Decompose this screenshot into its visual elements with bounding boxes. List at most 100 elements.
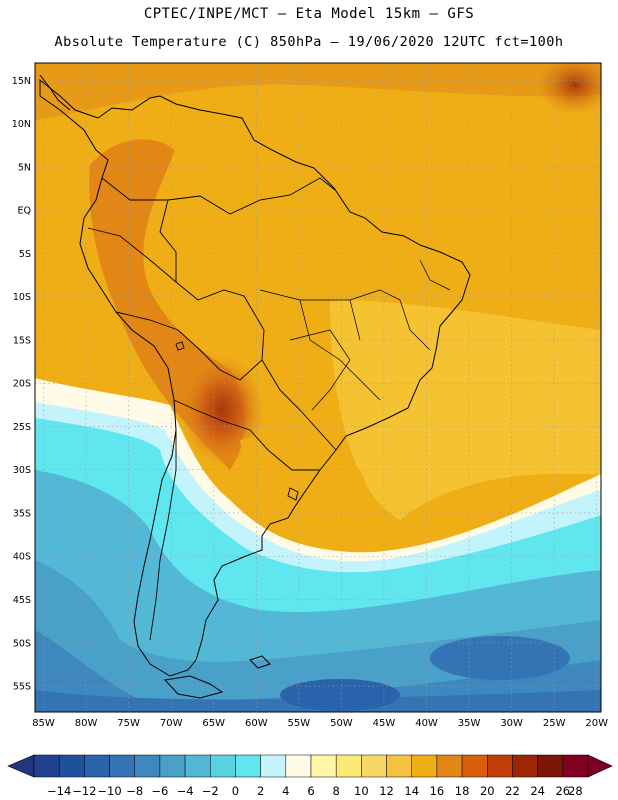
field-chaco-hotspot: [180, 355, 264, 465]
colorbar-swatch: [260, 754, 287, 778]
colorbar-tick-label: −12: [72, 784, 96, 798]
temperature-field: [35, 63, 601, 712]
colorbar-tick-label: 0: [232, 784, 239, 798]
colorbar-swatch: [386, 754, 412, 778]
colorbar-tick-label: 26: [555, 784, 570, 798]
field-north-band: [35, 63, 601, 120]
lake-titicaca: [175, 341, 185, 351]
longitude-label: 25W: [543, 718, 566, 729]
colorbar-swatch: [310, 754, 337, 778]
tierra-del-fuego: [163, 675, 224, 699]
colorbar-tick-label: 24: [530, 784, 545, 798]
field-ne-hotspot: [537, 63, 601, 115]
colorbar-tick-label: 8: [333, 784, 340, 798]
latitude-label: 30S: [13, 465, 31, 476]
latitude-label: 20S: [13, 379, 31, 390]
latitude-label: 25S: [13, 422, 31, 433]
colorbar-swatch: [335, 754, 362, 778]
latitude-label: 40S: [13, 552, 31, 563]
colorbar-tick-label: −8: [126, 784, 143, 798]
longitude-label: 80W: [75, 718, 98, 729]
colorbar-swatch: [411, 754, 438, 778]
latitude-label: 15S: [13, 335, 31, 346]
longitude-label: 85W: [32, 718, 55, 729]
longitude-label: 30W: [500, 718, 523, 729]
colorbar-tick-label: −4: [177, 784, 194, 798]
central-america: [39, 74, 71, 111]
colorbar-under-triangle: [7, 754, 35, 778]
longitude-label: 60W: [245, 718, 268, 729]
colorbar-tick-label: 6: [307, 784, 314, 798]
colorbar-swatch: [537, 754, 564, 778]
field-warm-tongue: [240, 436, 366, 540]
falklands: [249, 655, 271, 669]
longitude-label: 70W: [160, 718, 183, 729]
colorbar-tick-label: −10: [97, 784, 121, 798]
field-cold-core-2: [430, 636, 570, 680]
colorbar-tick-label: 22: [505, 784, 520, 798]
colorbar-swatch: [84, 754, 110, 778]
colorbar-swatch: [285, 754, 312, 778]
plot-frame: [34, 62, 602, 713]
colorbar-swatch: [436, 754, 463, 778]
country-borders: [87, 177, 451, 641]
latitude-label: 35S: [13, 508, 31, 519]
brazil-border: [159, 177, 337, 451]
colorbar-tick-label: 20: [480, 784, 495, 798]
latitude-label: EQ: [18, 206, 31, 217]
longitude-labels: 85W 80W 75W 70W 65W 60W 55W 50W 45W 40W 35W 30W 25W 2…: [32, 718, 608, 729]
field-band-minus6: [35, 630, 601, 712]
longitude-label: 40W: [415, 718, 438, 729]
southern-cone-borders: [149, 399, 320, 641]
colorbar-swatch: [562, 754, 589, 778]
colorbar-swatch: [184, 754, 211, 778]
colorbar-tick-label: 4: [282, 784, 289, 798]
colorbar-tick-label: 14: [404, 784, 419, 798]
colorbar-swatch: [512, 754, 538, 778]
colorbar-over-triangle: [587, 754, 613, 778]
colorbar: −14 −12 −10 −8 −6 −4 −2 0 2 4 6 8 10 12 14 16 18 20 22 24 26…: [7, 754, 613, 798]
colorbar-swatch: [235, 754, 261, 778]
colorbar-swatch: [210, 754, 236, 778]
longitude-label: 75W: [117, 718, 140, 729]
latitude-label: 10N: [12, 119, 31, 130]
colorbar-tick-label: −6: [151, 784, 168, 798]
latitude-label: 5S: [19, 249, 31, 260]
latitude-label: 55S: [13, 682, 31, 693]
colorbar-swatch: [134, 754, 161, 778]
colorbar-tick-label: −2: [202, 784, 219, 798]
lagoa-dos-patos: [287, 487, 299, 501]
chart-title-line1: CPTEC/INPE/MCT – Eta Model 15km – GFS: [143, 6, 475, 22]
graticule: [35, 63, 601, 712]
colorbar-tick-label: −14: [47, 784, 71, 798]
andean-borders: [87, 177, 263, 381]
south-america-coastline: [39, 78, 471, 677]
latitude-label: 50S: [13, 638, 31, 649]
colorbar-swatch: [33, 754, 60, 778]
brazil-states: [259, 259, 451, 411]
longitude-label: 55W: [288, 718, 311, 729]
field-yellow-east: [330, 300, 601, 520]
latitude-labels: 15N 10N 5N EQ 5S 10S 15S 20S 25S 30S 35S 40S 45S 50S 5…: [12, 76, 31, 693]
colorbar-tick-label: 2: [257, 784, 264, 798]
colorbar-tick-label: 18: [455, 784, 470, 798]
colorbar-tick-label: 16: [430, 784, 445, 798]
colorbar-swatch: [159, 754, 186, 778]
colorbar-swatch: [487, 754, 513, 778]
colorbar-tick-label: 28: [568, 784, 583, 798]
field-cold-core: [280, 679, 400, 711]
coastlines: [39, 74, 471, 699]
colorbar-swatch: [109, 754, 135, 778]
chart-title-line2: Absolute Temperature (C) 850hPa – 19/06/…: [54, 34, 564, 50]
longitude-label: 50W: [330, 718, 353, 729]
colorbar-swatch: [361, 754, 387, 778]
longitude-label: 45W: [373, 718, 396, 729]
colorbar-swatch: [58, 754, 85, 778]
longitude-label: 20W: [585, 718, 608, 729]
colorbar-tick-label: 12: [379, 784, 394, 798]
latitude-label: 5N: [18, 162, 31, 173]
latitude-label: 15N: [12, 76, 31, 87]
colorbar-tick-label: 10: [354, 784, 369, 798]
latitude-label: 10S: [13, 292, 31, 303]
